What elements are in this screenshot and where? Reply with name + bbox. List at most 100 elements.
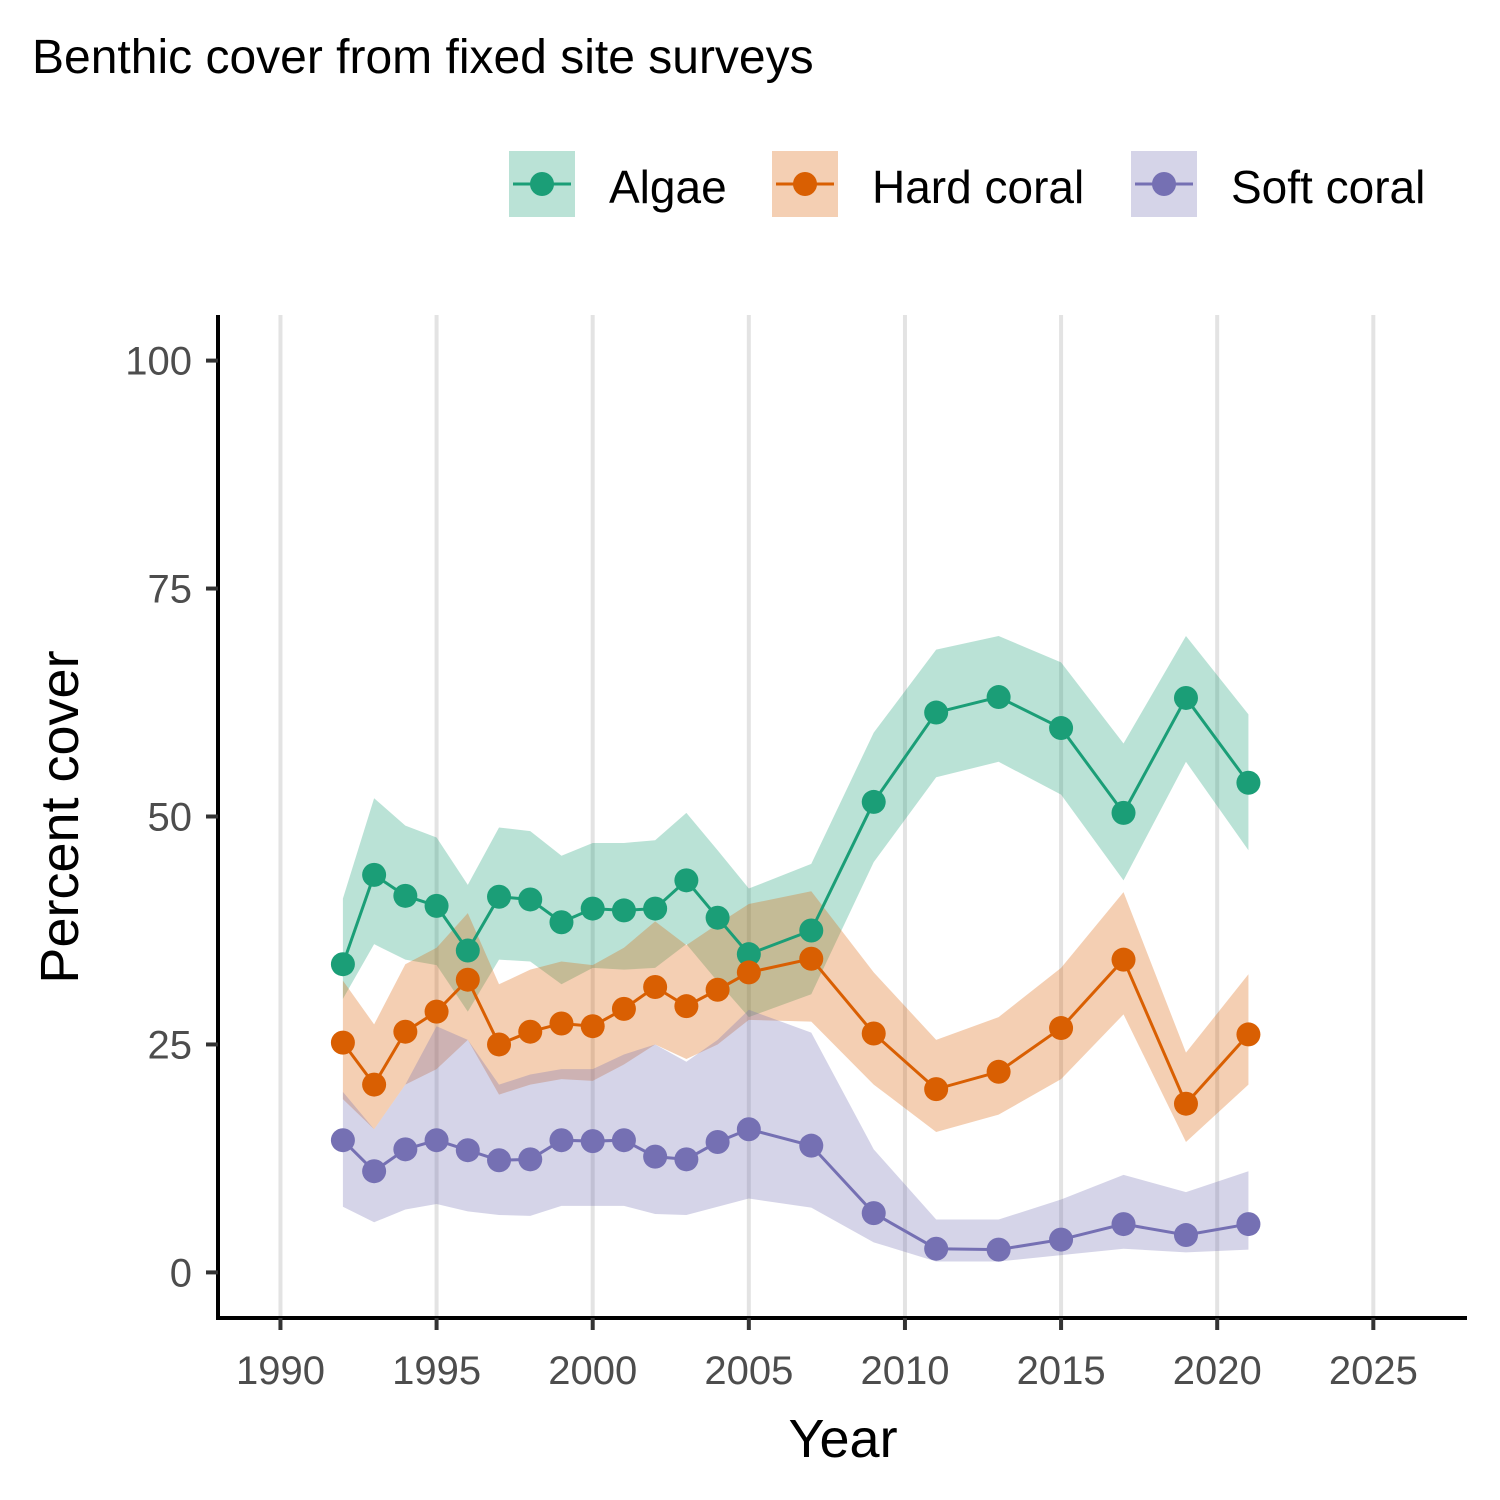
point-hard-coral-2004 xyxy=(705,977,730,1002)
point-soft-coral-2015 xyxy=(1049,1227,1074,1252)
series-soft-coral xyxy=(330,1117,1261,1262)
x-tick-label-1995: 1995 xyxy=(392,1349,481,1393)
line-hard-coral xyxy=(341,956,1250,1107)
point-hard-coral-2005 xyxy=(736,960,761,985)
legend-label-hard-coral: Hard coral xyxy=(872,161,1084,213)
point-soft-coral-1999 xyxy=(549,1128,574,1153)
point-hard-coral-1998 xyxy=(518,1019,543,1044)
point-soft-coral-2009 xyxy=(861,1201,886,1226)
point-algae-2004 xyxy=(705,905,730,930)
point-hard-coral-2009 xyxy=(861,1021,886,1046)
point-algae-1998 xyxy=(518,887,543,912)
point-soft-coral-2017 xyxy=(1111,1212,1136,1237)
point-soft-coral-2001 xyxy=(611,1128,636,1153)
point-algae-1996 xyxy=(455,938,480,963)
x-axis-label: Year xyxy=(788,1409,897,1469)
chart-title: Benthic cover from fixed site surveys xyxy=(32,31,814,84)
y-tick-label-0: 0 xyxy=(170,1251,192,1295)
legend-label-soft-coral: Soft coral xyxy=(1231,161,1425,213)
point-algae-1994 xyxy=(393,883,418,908)
point-hard-coral-2001 xyxy=(611,996,636,1021)
point-soft-coral-2004 xyxy=(705,1130,730,1155)
legend-item-hard-coral: Hard coral xyxy=(772,151,1084,217)
point-algae-1997 xyxy=(487,884,512,909)
point-soft-coral-2021 xyxy=(1236,1212,1261,1237)
axes: 0 25 50 75 100 1990 1995 2000 2005 2010 2015 2020 20… xyxy=(125,315,1467,1393)
point-algae-1995 xyxy=(424,893,449,918)
line-soft-coral xyxy=(341,1127,1249,1252)
point-algae-2003 xyxy=(674,868,699,893)
point-algae-1992 xyxy=(330,952,355,977)
point-hard-coral-2011 xyxy=(924,1077,949,1102)
point-hard-coral-1996 xyxy=(455,967,480,992)
point-soft-coral-1992 xyxy=(330,1128,355,1153)
point-soft-coral-1996 xyxy=(455,1138,480,1163)
point-algae-2017 xyxy=(1111,800,1136,825)
point-algae-2021 xyxy=(1236,770,1261,795)
point-hard-coral-2002 xyxy=(643,975,668,1000)
point-hard-coral-2000 xyxy=(580,1014,605,1039)
y-axis-label: Percent cover xyxy=(30,650,90,983)
point-hard-coral-2003 xyxy=(674,994,699,1019)
point-soft-coral-2000 xyxy=(580,1129,605,1154)
line-algae xyxy=(341,695,1250,965)
point-soft-coral-1998 xyxy=(518,1147,543,1172)
x-tick-label-2010: 2010 xyxy=(860,1349,949,1393)
series-lines xyxy=(330,685,1261,1262)
series-algae xyxy=(330,685,1261,977)
point-soft-coral-2007 xyxy=(799,1133,824,1158)
point-hard-coral-2017 xyxy=(1111,947,1136,972)
point-hard-coral-2007 xyxy=(799,946,824,971)
point-algae-2019 xyxy=(1173,685,1198,710)
x-tick-label-2020: 2020 xyxy=(1173,1349,1262,1393)
y-tick-label-25: 25 xyxy=(148,1023,193,1067)
ribbon-soft-coral xyxy=(342,1009,1249,1262)
point-soft-coral-2011 xyxy=(924,1236,949,1261)
point-soft-coral-2019 xyxy=(1173,1223,1198,1248)
series-hard-coral xyxy=(330,946,1261,1116)
legend-item-algae: Algae xyxy=(509,151,727,217)
point-soft-coral-2005 xyxy=(736,1117,761,1142)
point-hard-coral-1992 xyxy=(330,1030,355,1055)
point-algae-2002 xyxy=(643,896,668,921)
point-algae-1999 xyxy=(549,910,574,935)
point-hard-coral-2013 xyxy=(986,1059,1011,1084)
legend-label-algae: Algae xyxy=(609,161,727,213)
point-soft-coral-2003 xyxy=(674,1147,699,1172)
point-algae-2007 xyxy=(799,918,824,943)
legend: Algae Hard coral Soft coral xyxy=(509,151,1425,217)
x-tick-label-2005: 2005 xyxy=(704,1349,793,1393)
point-hard-coral-2021 xyxy=(1236,1022,1261,1047)
point-algae-2009 xyxy=(861,789,886,814)
point-soft-coral-2013 xyxy=(986,1237,1011,1262)
point-hard-coral-1999 xyxy=(549,1011,574,1036)
point-algae-2011 xyxy=(924,700,949,725)
x-tick-label-2015: 2015 xyxy=(1017,1349,1106,1393)
point-algae-2015 xyxy=(1049,716,1074,741)
legend-item-soft-coral: Soft coral xyxy=(1131,151,1425,217)
point-hard-coral-2019 xyxy=(1173,1091,1198,1116)
point-algae-1993 xyxy=(362,862,387,887)
y-tick-label-75: 75 xyxy=(148,568,193,612)
x-tick-label-2025: 2025 xyxy=(1329,1349,1418,1393)
ribbon-hard-coral xyxy=(342,891,1249,1143)
y-tick-label-50: 50 xyxy=(148,796,193,840)
point-algae-2005 xyxy=(736,942,761,967)
point-hard-coral-1994 xyxy=(393,1019,418,1044)
point-algae-2000 xyxy=(580,896,605,921)
point-soft-coral-1994 xyxy=(393,1137,418,1162)
point-soft-coral-1995 xyxy=(424,1128,449,1153)
point-hard-coral-2015 xyxy=(1049,1016,1074,1041)
y-tick-label-100: 100 xyxy=(125,340,192,384)
point-soft-coral-1993 xyxy=(362,1159,387,1184)
point-soft-coral-2002 xyxy=(643,1144,668,1169)
x-tick-label-2000: 2000 xyxy=(548,1349,637,1393)
point-algae-2013 xyxy=(986,685,1011,710)
point-hard-coral-1997 xyxy=(487,1032,512,1057)
point-hard-coral-1995 xyxy=(424,999,449,1024)
point-soft-coral-1997 xyxy=(487,1148,512,1173)
point-hard-coral-1993 xyxy=(362,1072,387,1097)
x-tick-label-1990: 1990 xyxy=(236,1349,325,1393)
point-algae-2001 xyxy=(611,898,636,923)
